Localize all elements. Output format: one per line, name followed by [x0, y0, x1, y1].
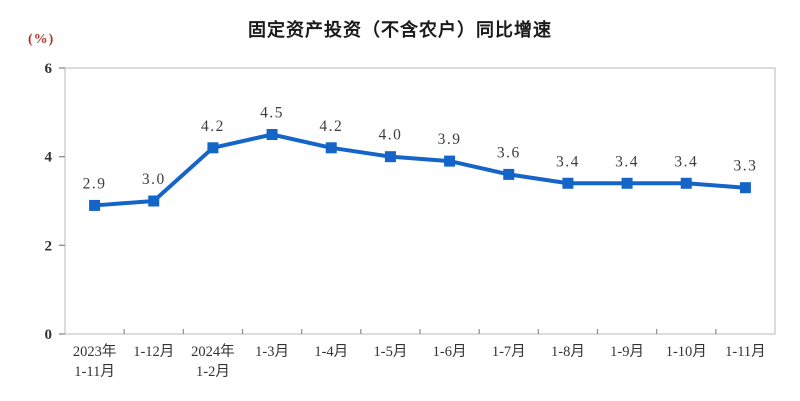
- data-point-label: 4.5: [260, 105, 284, 122]
- chart-title: 固定资产投资（不含农户）同比增速: [248, 20, 552, 40]
- y-axis-tick-label: 4: [45, 150, 53, 166]
- data-point-label: 4.2: [319, 118, 343, 135]
- data-point-marker: [266, 129, 278, 140]
- data-point-marker: [680, 177, 692, 189]
- data-point-label: 4.0: [378, 127, 402, 144]
- data-point-marker: [739, 182, 751, 194]
- data-point-label: 3.4: [674, 153, 698, 170]
- data-point-marker: [325, 142, 337, 154]
- x-axis-category-label: 1-12月: [133, 344, 174, 360]
- data-point-marker: [384, 151, 396, 163]
- data-point-label: 3.0: [142, 171, 166, 188]
- x-axis-category-label: 1-3月: [255, 344, 289, 360]
- x-axis-category-label: 1-9月: [610, 344, 644, 360]
- data-point-marker: [562, 177, 574, 189]
- x-axis-category-label: 2023年: [73, 343, 117, 360]
- data-point-marker: [621, 177, 633, 189]
- y-axis-tick-label: 0: [45, 327, 53, 343]
- data-point-marker: [148, 195, 160, 207]
- data-point-label: 3.4: [556, 153, 580, 170]
- data-point-label: 3.6: [497, 144, 521, 161]
- series-line: [94, 132, 746, 208]
- data-point-label: 2.9: [83, 175, 107, 192]
- x-axis-category-label: 1-2月: [196, 364, 230, 380]
- y-axis-unit-label: (%): [28, 32, 55, 47]
- x-axis-category-label: 1-8月: [551, 344, 585, 360]
- data-point-label: 3.4: [615, 153, 639, 170]
- y-axis-tick-label: 2: [45, 238, 53, 254]
- data-point-label: 4.2: [201, 118, 225, 135]
- plot-border: [64, 67, 776, 335]
- x-axis-category-label: 1-5月: [373, 344, 407, 360]
- y-axis-tick-label: 6: [45, 61, 53, 77]
- x-axis-category-label: 1-4月: [314, 344, 348, 360]
- data-point-marker: [444, 155, 456, 167]
- data-point-marker: [503, 168, 515, 180]
- x-axis-category-label: 1-11月: [725, 344, 766, 360]
- data-point-marker: [207, 142, 219, 154]
- data-point-label: 3.9: [438, 131, 462, 148]
- x-axis-category-label: 1-6月: [433, 344, 467, 360]
- x-axis-category-label: 1-11月: [74, 364, 115, 380]
- x-axis-category-label: 1-7月: [492, 344, 526, 360]
- x-axis-category-label: 1-10月: [666, 344, 707, 360]
- data-point-label: 3.3: [733, 158, 757, 175]
- x-axis-category-label: 2024年: [191, 343, 235, 360]
- data-point-marker: [89, 199, 101, 211]
